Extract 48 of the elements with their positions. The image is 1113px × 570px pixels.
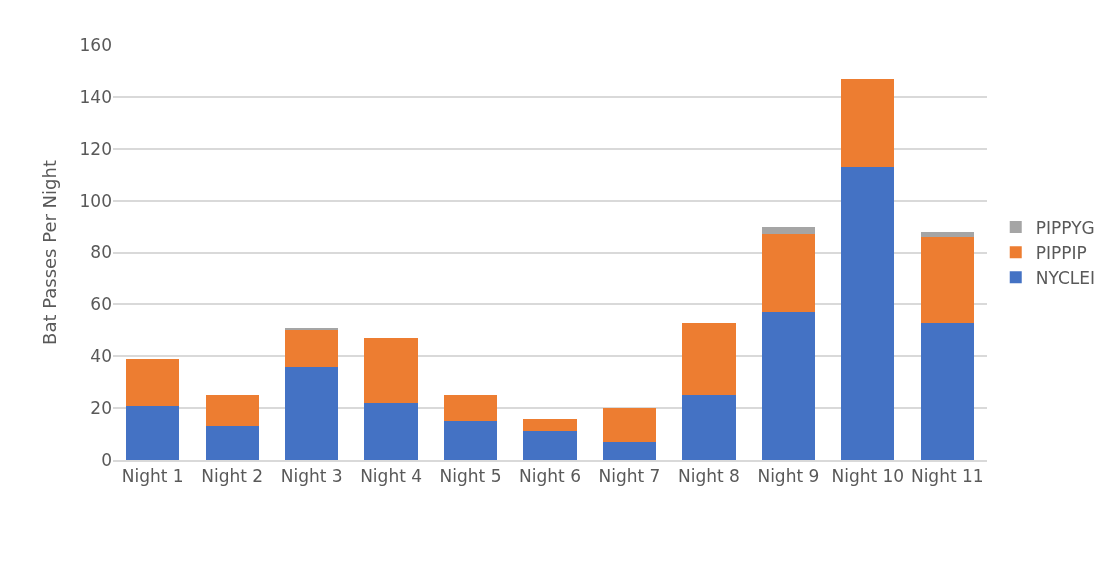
y-tick-label: 0	[101, 449, 112, 470]
x-tick-label: Night 10	[831, 466, 905, 487]
y-tick-label: 20	[90, 398, 112, 419]
bar	[920, 236, 974, 323]
bar	[602, 441, 657, 460]
y-tick-label: 160	[79, 34, 112, 55]
bar	[841, 166, 895, 460]
x-tick-label: Night 4	[360, 466, 423, 487]
x-tick-label: Night 11	[910, 466, 984, 487]
bar	[364, 338, 418, 403]
bar	[761, 234, 815, 313]
legend-label: NYCLEI	[1035, 267, 1096, 288]
bar	[126, 358, 180, 406]
bar	[126, 405, 180, 460]
bar	[443, 395, 498, 422]
y-tick-label: 100	[79, 190, 112, 211]
bar	[205, 395, 259, 427]
y-axis-title: Bat Passes Per Night	[38, 160, 60, 345]
bar	[920, 322, 974, 460]
bar	[285, 366, 339, 460]
y-tick-label: 60	[90, 294, 112, 315]
x-tick-label: Night 1	[121, 466, 184, 487]
bar	[682, 322, 736, 396]
bar	[602, 408, 657, 442]
x-tick-label: Night 9	[757, 466, 820, 487]
bar	[761, 312, 815, 460]
y-tick-label: 40	[90, 346, 112, 367]
bar	[761, 226, 815, 235]
x-tick-label: Night 5	[439, 466, 502, 487]
y-tick-label: 140	[79, 86, 112, 107]
legend-label: PIPPIP	[1035, 242, 1087, 263]
x-tick-label: Night 2	[201, 466, 264, 487]
bar	[285, 330, 339, 367]
bar	[523, 431, 577, 460]
bar	[443, 421, 498, 460]
x-tick-label: Night 3	[280, 466, 343, 487]
bar	[920, 231, 974, 237]
bar	[523, 418, 577, 432]
x-tick-label: Night 6	[519, 466, 581, 487]
legend-label: PIPPYG	[1035, 217, 1095, 238]
x-tick-label: Night 8	[677, 466, 740, 487]
y-tick-label: 80	[90, 242, 112, 263]
x-tick-label: Night 7	[598, 466, 661, 487]
bar	[682, 395, 736, 460]
y-tick-label: 120	[79, 138, 112, 159]
bar	[364, 402, 418, 460]
bar	[841, 78, 895, 167]
bar	[205, 426, 259, 460]
